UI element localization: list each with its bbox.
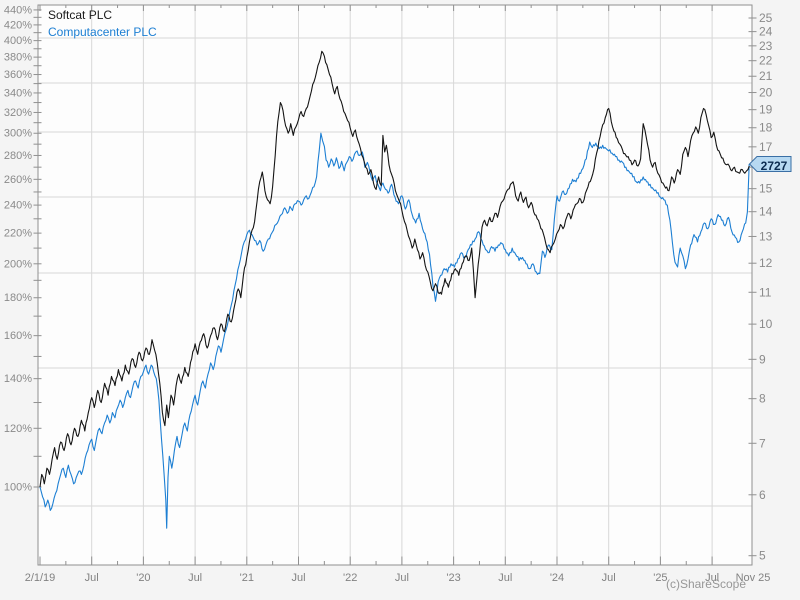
left-axis-label: 420% [4, 19, 32, 31]
x-axis-label: '23 [446, 572, 460, 584]
left-axis-label: 140% [4, 373, 32, 385]
x-axis-label: Jul [498, 572, 512, 584]
sharescope-watermark: (c)ShareScope [665, 577, 746, 591]
left-axis-label: 280% [4, 150, 32, 162]
price-flag-label[interactable]: 2727 [760, 159, 788, 173]
right-axis-label: 17 [759, 140, 773, 154]
left-axis-label: 100% [4, 482, 32, 494]
legend-computacenter[interactable]: Computacenter PLC [48, 25, 157, 39]
x-axis-label: Jul [85, 572, 99, 584]
left-axis-label: 340% [4, 87, 32, 99]
right-axis-label: 14 [759, 205, 773, 219]
softcat-series-line[interactable] [39, 50, 750, 488]
left-axis-label: 260% [4, 174, 32, 186]
left-axis-label: 160% [4, 330, 32, 342]
right-axis-label: 7 [759, 436, 766, 450]
right-axis-label: 13 [759, 229, 773, 243]
legend-softcat[interactable]: Softcat PLC [48, 8, 113, 22]
right-axis-label: 12 [759, 256, 773, 270]
right-axis-label: 15 [759, 182, 773, 196]
x-axis-label: 2/1/19 [25, 572, 56, 584]
right-axis-label: 22 [759, 54, 773, 68]
left-axis-label: 220% [4, 228, 32, 240]
right-axis-label: 19 [759, 103, 773, 117]
left-axis-label: 200% [4, 258, 32, 270]
x-axis-end-label: Nov 25 [736, 572, 771, 584]
left-axis-label: 120% [4, 423, 32, 435]
right-axis-label: 9 [759, 352, 766, 366]
plot-border [37, 4, 753, 566]
x-axis-label: '25 [653, 572, 667, 584]
x-axis-label: Jul [188, 572, 202, 584]
plot-area [38, 5, 752, 565]
right-axis-label: 8 [759, 392, 766, 406]
right-axis-label: 18 [759, 121, 773, 135]
right-axis-label: 25 [759, 11, 773, 25]
right-axis-label: 20 [759, 86, 773, 100]
left-axis-label: 300% [4, 128, 32, 140]
right-axis-label: 10 [759, 317, 773, 331]
left-axis-label: 240% [4, 200, 32, 212]
price-flag-bubble[interactable] [748, 156, 792, 172]
x-axis-label: Jul [705, 572, 719, 584]
x-axis-label: '22 [343, 572, 357, 584]
x-axis-label: '20 [136, 572, 150, 584]
left-axis-label: 380% [4, 52, 32, 64]
x-axis-label: Jul [602, 572, 616, 584]
x-axis-label: '21 [240, 572, 254, 584]
right-axis-label: 23 [759, 39, 773, 53]
right-axis-label: 5 [759, 549, 766, 563]
left-axis-label: 400% [4, 35, 32, 47]
computacenter-series-line[interactable] [39, 132, 750, 529]
right-axis-label: 6 [759, 488, 766, 502]
right-axis-label: 24 [759, 25, 773, 39]
x-axis-label: '24 [550, 572, 564, 584]
right-axis-label: 11 [759, 285, 772, 299]
x-axis-label: Jul [395, 572, 409, 584]
right-axis-label: 21 [759, 69, 773, 83]
left-axis-label: 180% [4, 292, 32, 304]
left-axis-label: 440% [4, 4, 32, 16]
left-axis-label: 360% [4, 69, 32, 81]
left-axis-label: 320% [4, 107, 32, 119]
x-axis-label: Jul [291, 572, 305, 584]
